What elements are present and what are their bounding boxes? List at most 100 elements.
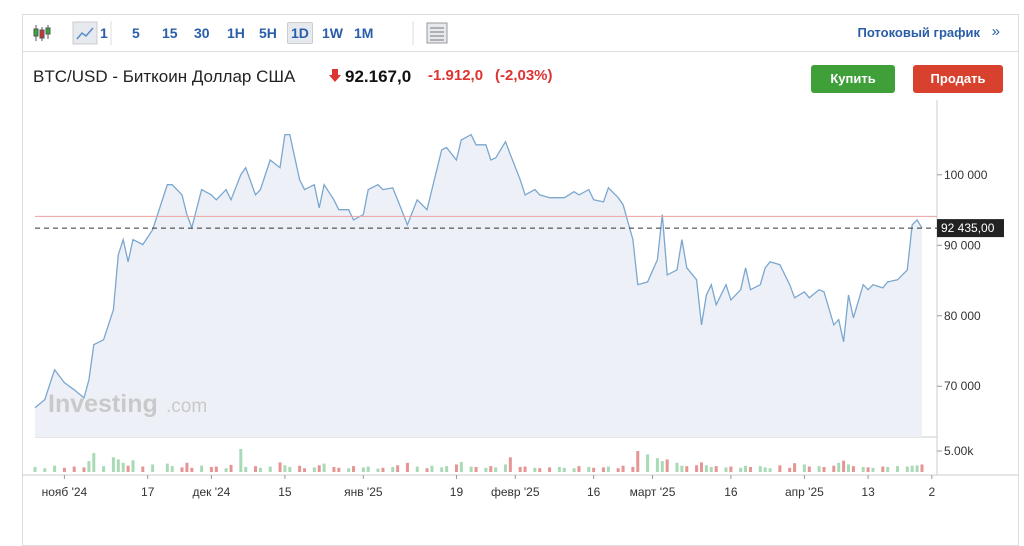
volume-bar — [62, 467, 66, 472]
volume-bar — [381, 467, 385, 472]
volume-bar — [288, 466, 292, 472]
volume-bar — [802, 464, 806, 472]
area-icon[interactable] — [72, 21, 98, 45]
layout-icon[interactable] — [409, 15, 449, 51]
volume-bar — [660, 461, 664, 472]
volume-bar — [518, 466, 522, 472]
volume-bar — [258, 467, 262, 472]
volume-bar — [739, 467, 743, 472]
candle-icon[interactable] — [33, 25, 51, 41]
volume-bar — [405, 462, 409, 472]
volume-bar — [72, 466, 76, 472]
volume-bar — [352, 466, 356, 472]
stream-arrow[interactable]: » — [991, 23, 1000, 40]
volume-bar — [430, 465, 434, 472]
volume-bar — [557, 466, 561, 472]
volume-bar — [695, 465, 699, 472]
volume-bar — [807, 466, 811, 472]
volume-bar — [886, 466, 890, 472]
last-price-box — [937, 219, 1004, 238]
volume-bar — [709, 466, 713, 472]
interval-button[interactable]: 30 — [194, 25, 210, 41]
volume-bar — [92, 453, 96, 472]
volume-bar — [533, 467, 537, 472]
interval-button[interactable]: 5 — [132, 25, 140, 41]
volume-bar — [915, 465, 919, 472]
volume-bar — [239, 448, 243, 472]
volume-bar — [126, 465, 130, 472]
page: 1 5 15 30 1H 5H 1D 1W 1M Потоковый график » BTC/… — [22, 14, 1019, 546]
interval-button[interactable]: 1 — [100, 25, 108, 41]
volume-bar — [793, 463, 797, 472]
volume-bar — [778, 465, 782, 472]
x-tick-label: дек '24 — [192, 485, 230, 499]
volume-bar — [861, 466, 865, 472]
volume-bar — [832, 465, 836, 472]
volume-bar — [317, 465, 321, 472]
interval-button[interactable]: 5H — [259, 25, 277, 41]
volume-bar — [871, 467, 875, 472]
change-pct: (-2,03%) — [495, 67, 553, 84]
volume-bar — [606, 466, 610, 472]
volume-bar — [685, 466, 689, 472]
watermark-suffix: .com — [166, 396, 207, 417]
sell-button[interactable]: Продать — [913, 65, 1003, 93]
volume-bar — [577, 466, 581, 472]
volume-bar — [655, 458, 659, 472]
volume-bar — [131, 460, 135, 472]
volume-bar — [141, 466, 145, 472]
volume-bar — [391, 466, 395, 472]
volume-bar — [665, 459, 669, 472]
volume-bar — [758, 466, 762, 472]
volume-bar — [312, 467, 316, 472]
volume-bar — [646, 454, 650, 472]
interval-button[interactable]: 1D — [287, 22, 313, 44]
volume-bar — [724, 467, 728, 472]
volume-bar — [82, 467, 86, 472]
volume-bar — [278, 462, 282, 472]
y-tick-label: 100 000 — [944, 168, 988, 182]
volume-bar — [337, 467, 341, 472]
volume-bar — [910, 465, 914, 472]
volume-bar — [572, 468, 576, 472]
volume-bar — [425, 468, 429, 472]
volume-bar — [768, 468, 772, 472]
volume-bar — [283, 465, 287, 472]
volume-bar — [180, 467, 184, 472]
x-tick-label: 17 — [141, 485, 155, 499]
volume-bar — [675, 462, 679, 472]
volume-bar — [322, 463, 326, 472]
down-arrow — [329, 69, 341, 82]
interval-button[interactable]: 1W — [322, 25, 343, 41]
volume-bar — [562, 467, 566, 472]
change: -1.912,0 — [428, 67, 484, 84]
x-tick-label: янв '25 — [344, 485, 383, 499]
volume-bar — [224, 468, 228, 472]
volume-bar — [508, 457, 512, 472]
volume-bar — [116, 459, 120, 472]
volume-bar — [102, 466, 106, 472]
volume-bar — [905, 466, 909, 472]
volume-bar — [895, 466, 899, 472]
interval-button[interactable]: 1M — [354, 25, 374, 41]
chart-type-icons — [33, 21, 112, 45]
volume-bar — [601, 467, 605, 472]
volume-bar — [680, 465, 684, 472]
watermark-brand: Investing — [48, 390, 158, 418]
y-tick-label: 70 000 — [944, 379, 981, 393]
volume-bar — [636, 451, 640, 472]
interval-button[interactable]: 1H — [227, 25, 245, 41]
buy-button[interactable]: Купить — [811, 65, 895, 93]
volume-tick-label: 5.00k — [944, 444, 974, 458]
volume-bar — [489, 466, 493, 472]
stream-link[interactable]: Потоковый график — [857, 25, 980, 40]
volume-bar — [151, 464, 155, 472]
x-tick-label: 13 — [861, 485, 875, 499]
volume-bar — [415, 466, 419, 472]
price: 92.167,0 — [345, 67, 412, 86]
volume-bar — [729, 466, 733, 472]
volume-bar — [592, 467, 596, 472]
interval-button[interactable]: 15 — [162, 25, 178, 41]
volume-bar — [200, 465, 204, 472]
volume-bar — [851, 466, 855, 472]
